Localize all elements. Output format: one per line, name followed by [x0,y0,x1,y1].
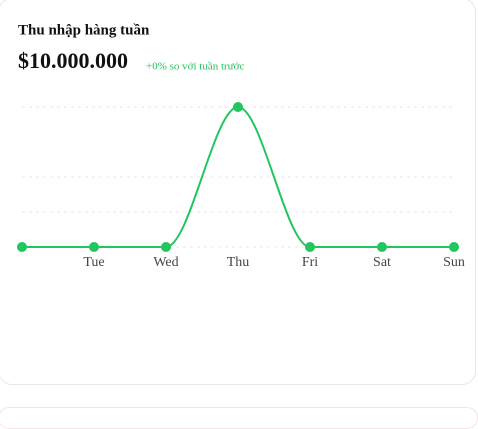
point [233,102,243,112]
chart-title: Thu nhập hàng tuần [18,22,150,38]
chart: Thu nhập hàng tuần $10.000.000 +0% so vớ… [17,22,465,270]
point [449,242,459,252]
total: $10.000.000 [18,48,128,73]
x-tick-label: Fri [302,255,318,270]
x-tick-label: Sun [443,255,465,270]
point [161,242,171,252]
x-tick-label: Thu [227,255,250,270]
card [0,0,476,385]
point [377,242,387,252]
point [17,242,27,252]
x-tick-label: Sat [373,255,391,270]
x-tick-label: Tue [83,255,104,270]
point [305,242,315,252]
x-tick-label: Wed [153,255,178,270]
change: +0% so với tuần trước [146,61,244,73]
point [89,242,99,252]
